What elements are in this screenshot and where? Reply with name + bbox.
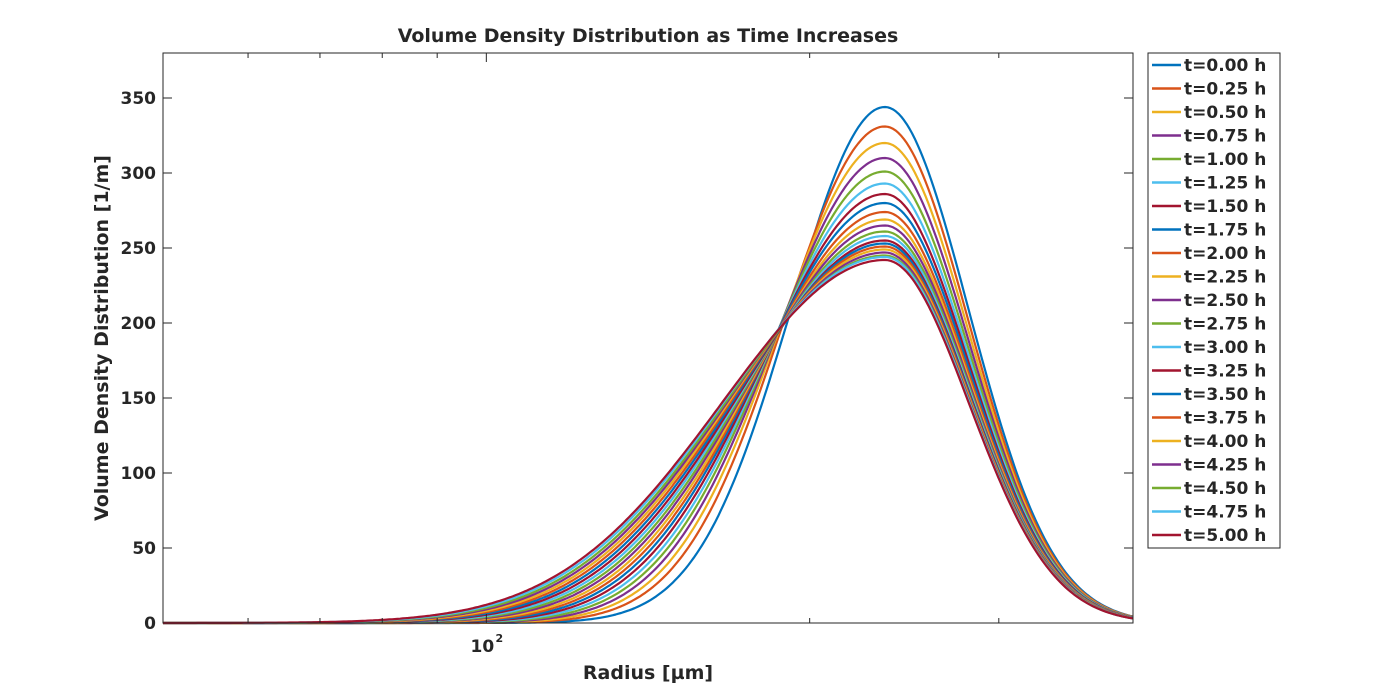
y-tick-label: 200	[121, 314, 157, 334]
x-tick-label-exponent: 2	[496, 632, 504, 645]
legend-label: t=5.00 h	[1184, 526, 1266, 546]
y-tick-label: 300	[121, 164, 157, 184]
legend-label: t=3.75 h	[1184, 409, 1266, 429]
x-tick-labels: 10 2	[470, 632, 503, 657]
legend-label: t=2.00 h	[1184, 244, 1266, 264]
chart-title: Volume Density Distribution as Time Incr…	[398, 25, 899, 47]
x-axis-label: Radius [µm]	[583, 662, 713, 684]
legend-label: t=3.50 h	[1184, 385, 1266, 405]
legend-label: t=2.75 h	[1184, 315, 1266, 335]
legend-label: t=3.00 h	[1184, 338, 1266, 358]
y-tick-label: 350	[121, 89, 157, 109]
legend-label: t=4.75 h	[1184, 503, 1266, 523]
plot-box	[162, 52, 1134, 624]
y-tick-label: 250	[121, 239, 157, 259]
legend-label: t=4.50 h	[1184, 479, 1266, 499]
legend-items: t=0.00 h t=0.25 h t=0.50 h t=0.75 h t=1.00 h…	[1152, 56, 1266, 546]
x-minor-ticks	[247, 53, 1000, 623]
series-line	[163, 258, 1134, 625]
legend-label: t=1.00 h	[1184, 150, 1266, 170]
legend-label: t=2.50 h	[1184, 291, 1266, 311]
legend-label: t=1.50 h	[1184, 197, 1266, 217]
x-tick-label: 10	[470, 637, 494, 657]
y-tick-label: 150	[121, 389, 157, 409]
y-tick-label: 100	[121, 464, 157, 484]
legend-label: t=0.00 h	[1184, 56, 1266, 76]
legend-label: t=4.00 h	[1184, 432, 1266, 452]
legend-label: t=0.75 h	[1184, 127, 1266, 147]
y-tick-label: 0	[144, 614, 156, 634]
legend-label: t=1.25 h	[1184, 174, 1266, 194]
legend-label: t=0.25 h	[1184, 80, 1266, 100]
y-axis-label: Volume Density Distribution [1/m]	[91, 155, 113, 521]
legend-label: t=2.25 h	[1184, 268, 1266, 288]
legend-label: t=1.75 h	[1184, 221, 1266, 241]
legend-label: t=0.50 h	[1184, 103, 1266, 123]
legend: t=0.00 h t=0.25 h t=0.50 h t=0.75 h t=1.00 h…	[1147, 52, 1281, 549]
y-tick-label: 50	[132, 539, 156, 559]
legend-label: t=4.25 h	[1184, 456, 1266, 476]
y-ticks: 0 50 100 150 200 250 300 350	[121, 89, 1133, 634]
legend-label: t=3.25 h	[1184, 362, 1266, 382]
